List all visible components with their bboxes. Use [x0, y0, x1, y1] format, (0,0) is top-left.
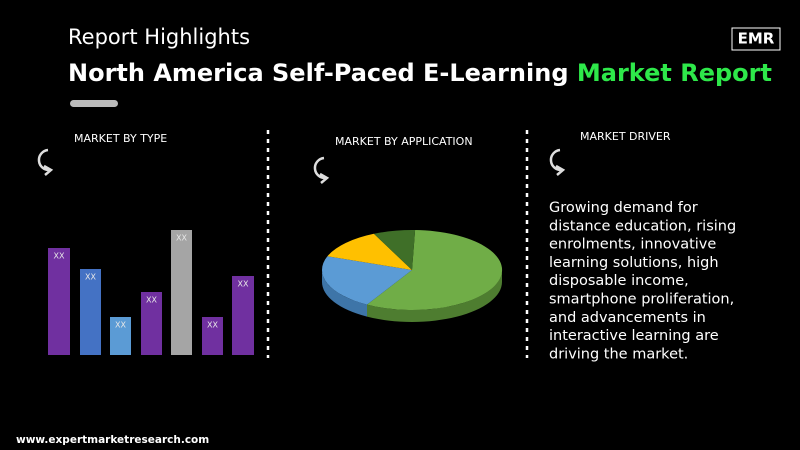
driver-line: interactive learning are: [549, 328, 719, 344]
bar-chart: XX XX XX XX XX XX XX: [48, 230, 254, 355]
bar: [202, 317, 223, 355]
bar-label: XX: [238, 280, 249, 289]
driver-text: Growing demand for distance education, ri…: [549, 200, 736, 362]
bar-label: XX: [176, 234, 187, 243]
driver-line: smartphone proliferation,: [549, 292, 734, 308]
logo: EMR: [731, 27, 781, 51]
pie-chart: [321, 229, 503, 322]
panel-heading: MARKET DRIVER: [580, 130, 671, 143]
driver-line: distance education, rising: [549, 218, 736, 234]
title-green: Market Report: [577, 59, 772, 87]
refresh-icon: [549, 148, 566, 176]
pie-slice: [321, 256, 412, 305]
bar: [110, 317, 131, 355]
bar-label: XX: [85, 273, 96, 282]
refresh-icon: [37, 148, 54, 176]
footer-url: www.expertmarketresearch.com: [16, 434, 209, 446]
logo-text: EMR: [738, 30, 775, 48]
title-white: North America Self-Paced E-Learning: [68, 59, 569, 87]
pie-side: [322, 270, 367, 317]
refresh-icon: [313, 156, 330, 184]
divider-pill: [70, 100, 118, 107]
bar: [141, 292, 162, 355]
driver-line: driving the market.: [549, 346, 688, 362]
driver-line: and advancements in: [549, 310, 706, 326]
driver-line: Growing demand for: [549, 200, 698, 216]
bar: [171, 230, 192, 355]
logo-box: [731, 27, 781, 51]
bar: [80, 269, 101, 355]
pie-slice: [327, 233, 412, 270]
bar-label: XX: [115, 321, 126, 330]
bar-label: XX: [54, 252, 65, 261]
pie-slice: [367, 230, 503, 310]
panel-heading: MARKET BY APPLICATION: [335, 135, 473, 148]
pie-slice: [373, 229, 416, 270]
bar: [232, 276, 254, 355]
title: North America Self-Paced E-Learning Mark…: [68, 59, 772, 87]
driver-line: disposable income,: [549, 273, 689, 289]
pie-side: [367, 270, 502, 322]
bar-label: XX: [146, 296, 157, 305]
bar: [48, 248, 70, 355]
bar-label: XX: [207, 321, 218, 330]
panel-heading: MARKET BY TYPE: [74, 132, 167, 145]
driver-line: enrolments, innovative: [549, 237, 716, 253]
driver-line: learning solutions, high: [549, 255, 719, 271]
subtitle: Report Highlights: [68, 25, 250, 49]
